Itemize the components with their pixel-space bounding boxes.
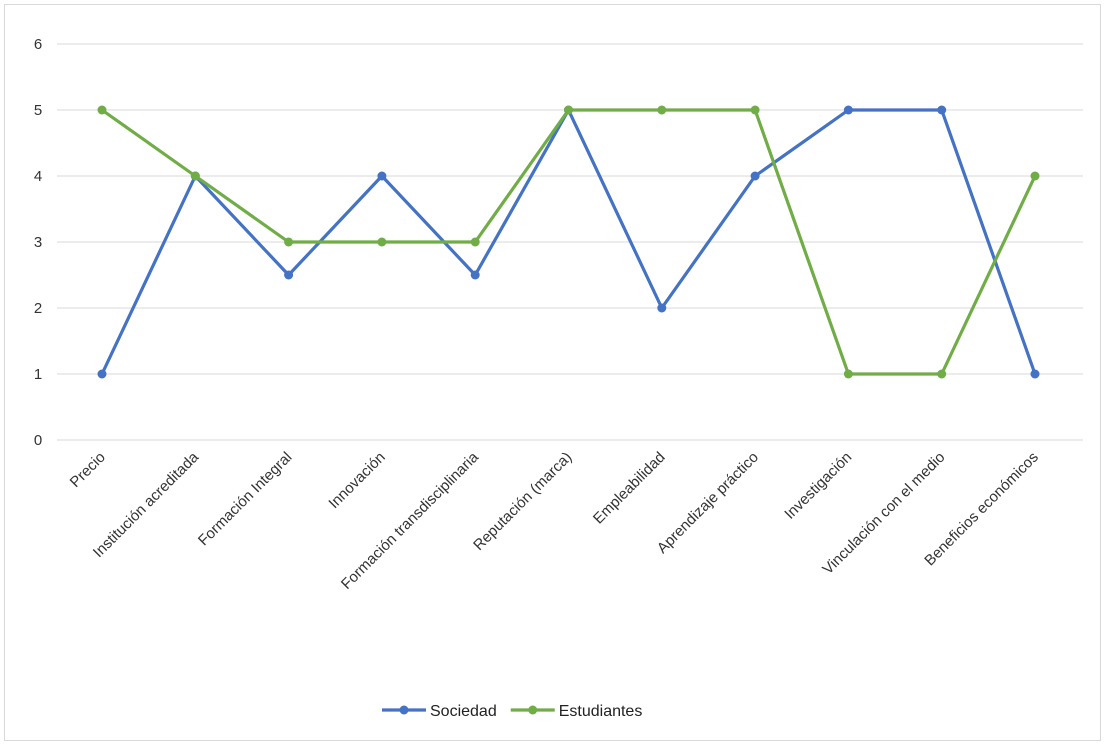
data-point [470,237,480,247]
data-point [284,237,294,247]
y-tick-label: 2 [34,300,42,317]
data-point [470,270,480,280]
legend-label: Estudiantes [559,703,643,720]
x-tick-label: Institución acreditada [90,448,203,561]
data-point [97,105,107,115]
data-point [284,270,294,280]
data-point [750,171,760,181]
y-axis-tick-labels: 0 1 2 3 4 5 6 [34,36,42,449]
x-tick-label: Empleabilidad [590,449,669,528]
x-tick-label: Investigación [781,449,855,523]
y-tick-label: 6 [34,36,42,53]
y-tick-label: 4 [34,168,42,185]
data-point [1030,171,1040,181]
legend-marker [528,705,538,715]
gridlines [57,43,1083,441]
data-point [97,369,107,379]
data-point [657,303,667,313]
data-point [564,105,573,115]
data-point [937,105,947,115]
data-point [843,105,853,115]
data-point [377,237,387,247]
data-point [1030,369,1040,379]
x-tick-label: Aprendizaje práctico [654,449,762,557]
legend-item-estudiantes: Estudiantes [510,703,643,720]
data-point [190,171,200,181]
legend: Sociedad Estudiantes [382,703,642,720]
y-tick-label: 5 [34,102,42,119]
x-tick-label: Precio [67,449,109,491]
data-point [657,105,667,115]
series-estudiantes [97,105,1040,379]
data-point [377,171,387,181]
y-tick-label: 3 [34,234,42,251]
series-lines [97,105,1040,379]
data-point [843,369,853,379]
y-tick-label: 1 [34,366,42,383]
legend-marker [399,705,409,715]
y-tick-label: 0 [34,432,42,449]
x-tick-label: Formación Integral [195,449,295,549]
x-tick-label: Reputación (marca) [470,449,575,554]
legend-label: Sociedad [430,703,497,720]
data-point [937,369,947,379]
x-tick-label: Innovación [325,449,388,512]
data-point [750,105,760,115]
legend-item-sociedad: Sociedad [382,703,497,720]
